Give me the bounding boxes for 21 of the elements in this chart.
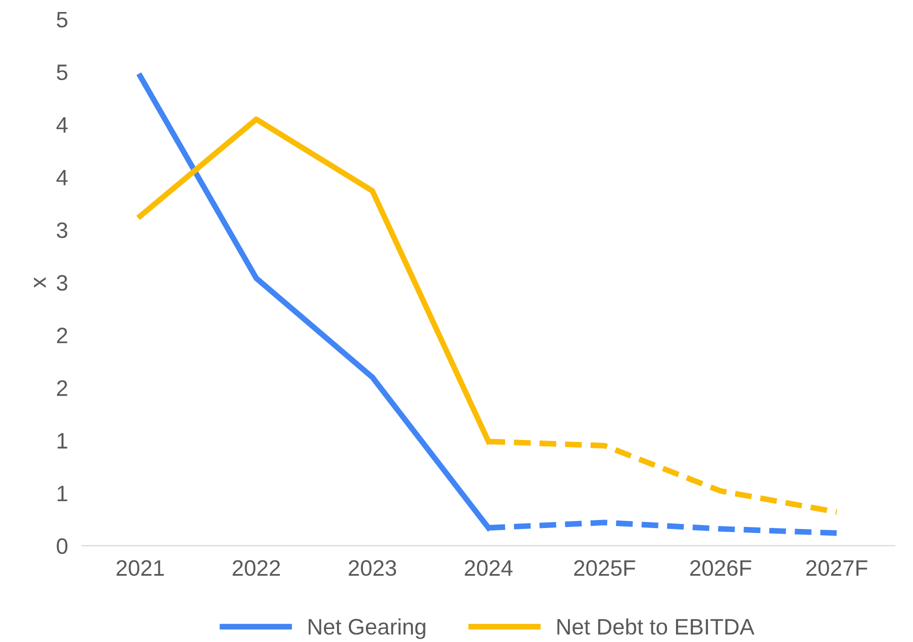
y-tick-label: 1 <box>58 486 68 502</box>
legend-label: Net Gearing <box>308 618 426 640</box>
y-tick-label: 5 <box>56 12 68 28</box>
x-tick-label: 2023 <box>348 560 396 576</box>
y-tick-label: 1 <box>58 433 68 448</box>
x-tick-label: 2026F <box>690 560 752 576</box>
x-tick-label: 2022 <box>232 560 280 576</box>
y-tick-label: 3 <box>56 222 68 238</box>
y-tick-label: 2 <box>57 380 68 396</box>
y-tick-label: 4 <box>56 170 68 186</box>
legend-label: Net Debt to EBITDA <box>557 618 754 635</box>
y-tick-label: 4 <box>56 117 68 133</box>
y-axis-title: x <box>34 277 46 288</box>
x-tick-label: 2027F <box>806 560 868 576</box>
x-tick-label: 2024 <box>464 560 513 576</box>
y-tick-label: 5 <box>56 64 68 80</box>
y-tick-label: 3 <box>56 275 68 291</box>
y-tick-label: 0 <box>56 538 68 554</box>
y-tick-label: 2 <box>57 328 68 344</box>
x-tick-label: 2021 <box>116 560 164 576</box>
x-tick-label: 2025F <box>574 560 636 576</box>
